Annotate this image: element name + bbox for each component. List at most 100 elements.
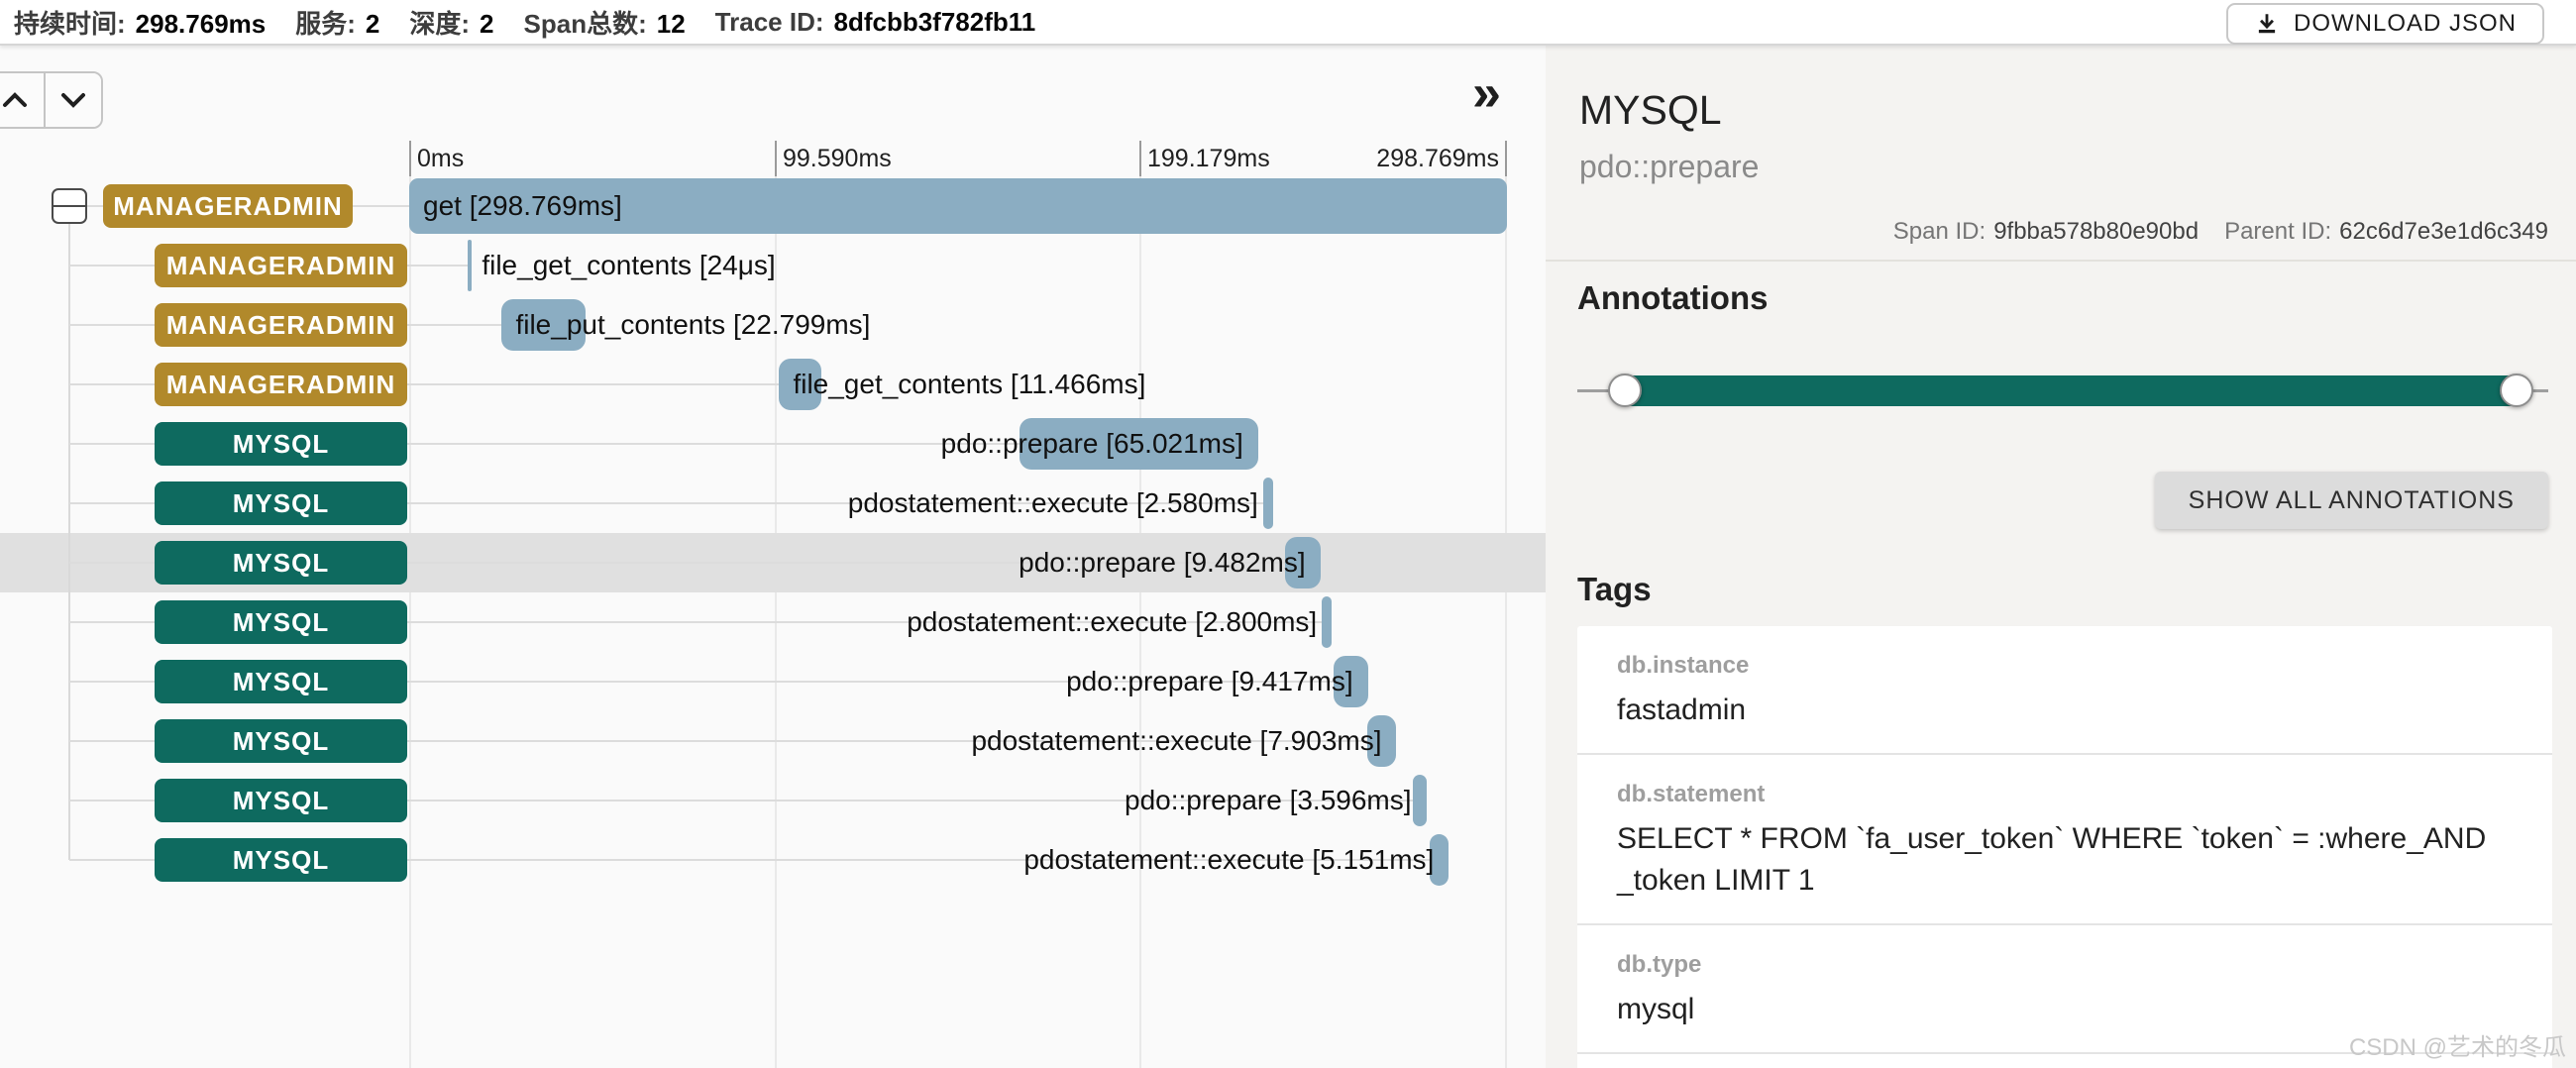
service-badge[interactable]: MYSQL	[155, 719, 407, 763]
span-row[interactable]: MYSQL pdo::prepare [9.417ms]	[0, 652, 1546, 711]
next-span-button[interactable]	[44, 73, 101, 127]
service-badge[interactable]: MYSQL	[155, 779, 407, 822]
axis-tick-mark	[409, 141, 411, 176]
tag-key: db.instance	[1617, 652, 1750, 679]
span-label: file_put_contents [22.799ms]	[515, 309, 871, 340]
trace-stat: Span总数: 12	[524, 4, 686, 41]
stat-label: 深度:	[409, 8, 471, 39]
tree-connector-line	[69, 800, 1414, 801]
download-button-label: DOWNLOAD JSON	[2293, 10, 2517, 37]
tag-key: db.statement	[1617, 781, 1766, 807]
show-all-annotations-button[interactable]: SHOW ALL ANNOTATIONS	[2154, 472, 2548, 529]
service-badge[interactable]: MANAGERADMIN	[155, 244, 407, 287]
tree-connector-line	[69, 859, 1431, 861]
tag-value: mysql	[1617, 993, 1695, 1025]
collapse-children-icon[interactable]	[52, 188, 87, 224]
tag-value: fastadmin	[1617, 694, 1747, 726]
axis-tick-mark	[1139, 141, 1141, 176]
slider-handle-left[interactable]	[1608, 374, 1642, 407]
detail-span-name: pdo::prepare	[1579, 149, 1760, 184]
timeline-gridline	[1505, 176, 1507, 1068]
trace-summary-bar: 持续时间: 298.769ms 服务: 2 深度: 2 Span总数: 12 Trace ID:…	[0, 0, 2576, 46]
annotations-heading: Annotations	[1577, 279, 1769, 316]
span-label: file_get_contents [11.466ms]	[793, 369, 1146, 399]
stat-value: 2	[365, 8, 380, 39]
detail-service-name: MYSQL	[1579, 87, 1722, 133]
service-badge[interactable]: MYSQL	[155, 541, 407, 585]
span-bar[interactable]	[1430, 834, 1449, 886]
span-bar[interactable]	[1413, 775, 1427, 826]
service-badge[interactable]: MYSQL	[155, 422, 407, 466]
trace-stat: Trace ID: 8dfcbb3f782fb11	[715, 7, 1036, 38]
span-row[interactable]: MANAGERADMIN file_put_contents [22.799ms]	[0, 295, 1546, 355]
stat-value: 2	[480, 8, 494, 39]
axis-tick-label: 199.179ms	[1147, 145, 1270, 172]
span-bar[interactable]	[1019, 418, 1258, 470]
span-ids: Span ID: 9fbba578b80e90bd Parent ID: 62c6d7…	[1893, 218, 2548, 246]
span-bar[interactable]	[1333, 656, 1368, 707]
tree-connector-line	[69, 502, 1264, 504]
tree-connector-line	[69, 681, 1334, 683]
tag-value: SELECT * FROM `fa_user_token` WHERE `tok…	[1617, 822, 2487, 897]
service-badge[interactable]: MYSQL	[155, 481, 407, 525]
tree-connector-line	[69, 562, 1286, 564]
collapse-detail-panel-icon[interactable]: »	[1472, 64, 1501, 122]
trace-stat: 服务: 2	[295, 4, 379, 41]
span-bar[interactable]	[1367, 715, 1397, 767]
span-id-value: 9fbba578b80e90bd	[1993, 218, 2200, 245]
span-bar[interactable]	[468, 240, 473, 291]
span-row[interactable]: MANAGERADMIN file_get_contents [11.466ms]	[0, 355, 1546, 414]
span-navigation-buttons	[0, 71, 103, 129]
span-label: pdostatement::execute [5.151ms]	[1023, 844, 1435, 875]
stat-value: 298.769ms	[135, 8, 267, 39]
download-icon	[2254, 11, 2280, 37]
watermark: CSDN @艺术的冬瓜	[2348, 1034, 2566, 1061]
slider-handle-right[interactable]	[2500, 374, 2533, 407]
service-badge[interactable]: MANAGERADMIN	[155, 363, 407, 406]
service-badge[interactable]: MANAGERADMIN	[103, 184, 353, 228]
span-row[interactable]: MYSQL pdostatement::execute [7.903ms]	[0, 711, 1546, 771]
span-row[interactable]: MANAGERADMIN get [298.769ms]	[0, 176, 1546, 236]
tree-connector-line	[69, 621, 1322, 623]
tags-heading: Tags	[1577, 571, 1652, 607]
span-bar[interactable]	[779, 359, 821, 410]
service-badge[interactable]: MYSQL	[155, 600, 407, 644]
service-badge[interactable]: MYSQL	[155, 660, 407, 703]
axis-tick-mark	[775, 141, 777, 176]
span-bar[interactable]	[1285, 537, 1321, 588]
parent-id-label: Parent ID:	[2224, 218, 2332, 245]
stat-value: 8dfcbb3f782fb11	[833, 6, 1036, 37]
trace-stats: 持续时间: 298.769ms 服务: 2 深度: 2 Span总数: 12 Trace ID:…	[14, 0, 1035, 44]
span-label: pdo::prepare [3.596ms]	[1125, 785, 1412, 815]
tree-connector-line	[69, 443, 1020, 445]
span-row[interactable]: MYSQL pdostatement::execute [2.800ms]	[0, 592, 1546, 652]
span-bar[interactable]	[409, 178, 1507, 234]
stat-label: 服务:	[295, 8, 356, 39]
span-bar[interactable]	[1321, 596, 1333, 648]
span-bar[interactable]	[501, 299, 586, 351]
previous-span-button[interactable]	[0, 73, 44, 127]
span-row[interactable]: MYSQL pdostatement::execute [5.151ms]	[0, 830, 1546, 890]
span-label: pdostatement::execute [2.580ms]	[847, 487, 1258, 518]
tag-row: db.statement SELECT * FROM `fa_user_token…	[1577, 755, 2552, 925]
service-badge[interactable]: MANAGERADMIN	[155, 303, 407, 347]
span-id-label: Span ID:	[1892, 218, 1986, 245]
span-row[interactable]: MYSQL pdo::prepare [65.021ms]	[0, 414, 1546, 474]
axis-tick-label: 298.769ms	[1376, 145, 1499, 172]
time-axis: 0ms 99.590ms 199.179ms 298.769ms	[409, 139, 1507, 176]
tree-vertical-line	[68, 224, 70, 860]
span-label: pdo::prepare [65.021ms]	[940, 428, 1243, 459]
span-row[interactable]: MYSQL pdostatement::execute [2.580ms]	[0, 474, 1546, 533]
slider-selected-range[interactable]	[1623, 375, 2517, 406]
span-bar[interactable]	[1263, 478, 1273, 529]
span-detail-panel: MYSQL pdo::prepare Span ID: 9fbba578b80e9…	[1546, 46, 2576, 1068]
service-badge[interactable]: MYSQL	[155, 838, 407, 882]
download-json-button[interactable]: DOWNLOAD JSON	[2225, 3, 2544, 45]
span-row[interactable]: MYSQL pdo::prepare [3.596ms]	[0, 771, 1546, 830]
span-row[interactable]: MANAGERADMIN file_get_contents [24μs]	[0, 236, 1546, 295]
parent-id-value: 62c6d7e3e1d6c349	[2339, 218, 2548, 245]
span-label: get [298.769ms]	[423, 190, 622, 221]
trace-stat: 深度: 2	[409, 4, 493, 41]
stat-label: Trace ID:	[714, 6, 824, 37]
span-row[interactable]: MYSQL pdo::prepare [9.482ms]	[0, 533, 1546, 592]
